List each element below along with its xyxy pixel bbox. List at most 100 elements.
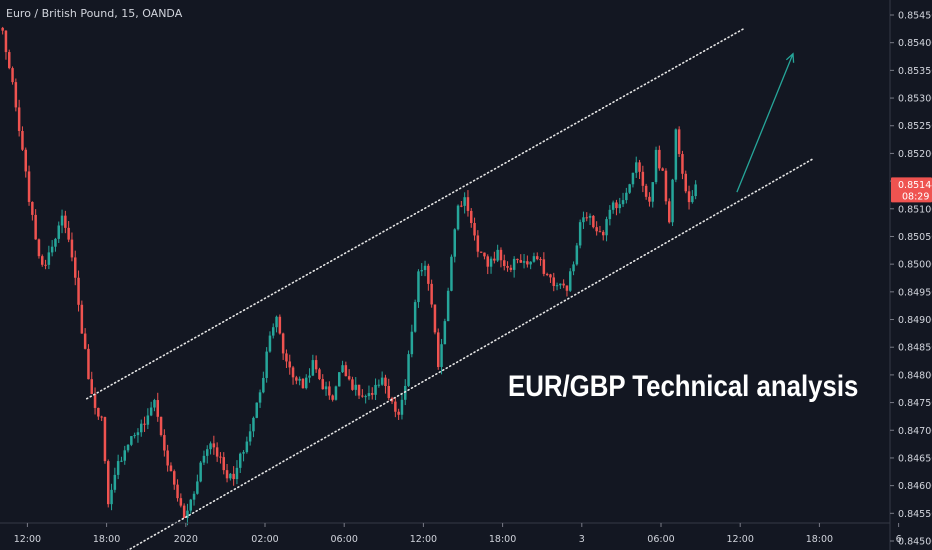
candle-body xyxy=(542,259,546,274)
candle xyxy=(156,392,159,422)
candle xyxy=(50,240,54,257)
candle-body xyxy=(595,227,598,232)
candle xyxy=(209,441,212,455)
time-tick-label: 3 xyxy=(579,534,585,545)
candle-body xyxy=(654,149,658,183)
candle-body xyxy=(625,192,628,201)
candle-body xyxy=(120,460,123,462)
candle-body xyxy=(74,257,77,278)
candle-body xyxy=(496,249,499,261)
candle xyxy=(615,199,618,216)
candle xyxy=(107,459,110,508)
candle-body xyxy=(126,444,130,451)
candle xyxy=(549,273,552,283)
candle-body xyxy=(638,162,641,172)
candle xyxy=(572,261,575,276)
countdown-label: 08:29 xyxy=(902,191,929,202)
candle xyxy=(486,254,489,275)
candle-body xyxy=(44,264,47,266)
candle-body xyxy=(103,417,107,462)
candle xyxy=(229,473,232,481)
candle-body xyxy=(37,239,41,257)
candle xyxy=(235,460,239,485)
candle xyxy=(120,456,123,463)
candle xyxy=(54,237,57,252)
candle xyxy=(460,200,463,208)
candle-body xyxy=(27,171,31,202)
candle-body xyxy=(97,407,100,417)
candle xyxy=(595,221,598,236)
candle xyxy=(11,66,14,85)
candle-body xyxy=(588,215,592,218)
candle-body xyxy=(559,283,562,286)
candle-body xyxy=(575,245,579,265)
candle-body xyxy=(199,462,202,482)
candle xyxy=(648,192,651,207)
candle-body xyxy=(423,265,427,271)
candle xyxy=(140,419,143,437)
candle-body xyxy=(361,395,364,397)
candle xyxy=(503,254,506,271)
candle xyxy=(608,205,612,226)
time-tick-label: 18:00 xyxy=(806,534,833,545)
candle xyxy=(41,254,44,267)
candle-body xyxy=(684,173,687,192)
candle-body xyxy=(433,304,437,333)
candle xyxy=(321,374,324,390)
candle xyxy=(298,376,301,386)
time-tick-label: 02:00 xyxy=(251,534,278,545)
candle-body xyxy=(641,171,645,186)
time-tick-label: 12:00 xyxy=(410,534,437,545)
candle xyxy=(186,503,189,526)
candle-body xyxy=(100,416,103,418)
candle xyxy=(357,384,361,399)
candle xyxy=(661,167,664,172)
candle xyxy=(519,254,522,263)
candle-body xyxy=(605,219,608,236)
candle-body xyxy=(206,449,209,456)
candle-body xyxy=(308,375,311,378)
candle-body xyxy=(529,261,532,265)
candle xyxy=(664,168,668,205)
candle xyxy=(37,238,41,259)
candle-body xyxy=(186,510,189,518)
candle xyxy=(499,247,503,268)
candle-body xyxy=(522,261,526,263)
candle-body xyxy=(60,215,64,226)
trend-arrow-head xyxy=(785,52,795,63)
candle xyxy=(374,378,377,401)
candle-body xyxy=(387,386,390,399)
candle-body xyxy=(420,270,423,272)
candle-body xyxy=(54,238,57,247)
candle-body xyxy=(549,274,552,278)
candle xyxy=(437,328,440,370)
candle xyxy=(252,416,255,438)
candle xyxy=(532,252,536,263)
candle xyxy=(126,444,130,453)
candle-body xyxy=(413,302,417,332)
candle-body xyxy=(80,304,84,334)
candle-body xyxy=(225,470,229,479)
candle-body xyxy=(519,260,522,263)
candle xyxy=(80,300,84,334)
candle-body xyxy=(41,256,44,265)
candle-body xyxy=(377,384,381,386)
time-axis: 12:00 18:00 2020 02:00 06:00 12:00 18:00 3 06:00… xyxy=(14,523,902,545)
candle-body xyxy=(476,235,480,252)
candle xyxy=(466,190,470,217)
candle-body xyxy=(427,265,430,284)
candle-body xyxy=(149,407,153,416)
candle-body xyxy=(404,385,407,400)
candle xyxy=(384,374,387,394)
candle xyxy=(272,323,275,339)
candle xyxy=(443,318,447,345)
candle-body xyxy=(344,365,348,377)
candle xyxy=(328,381,331,400)
candle-body xyxy=(608,209,612,220)
